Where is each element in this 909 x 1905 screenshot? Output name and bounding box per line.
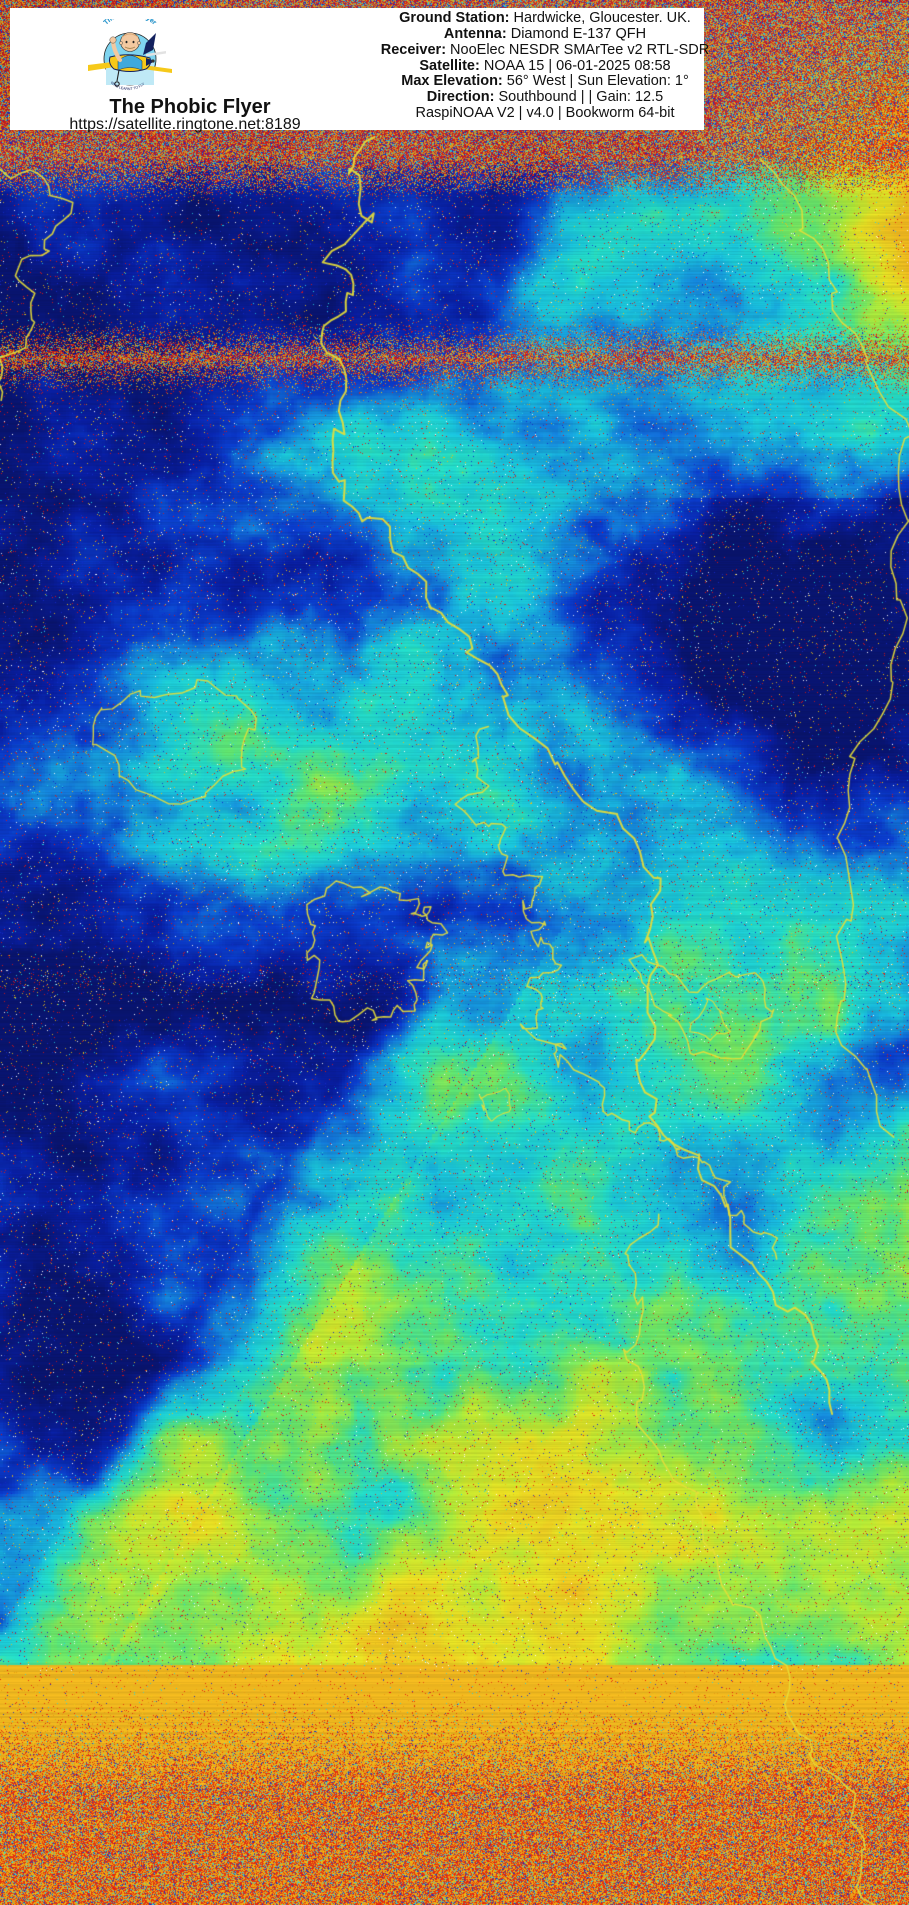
svg-text:The Phobic Flyer: The Phobic Flyer xyxy=(103,19,158,27)
